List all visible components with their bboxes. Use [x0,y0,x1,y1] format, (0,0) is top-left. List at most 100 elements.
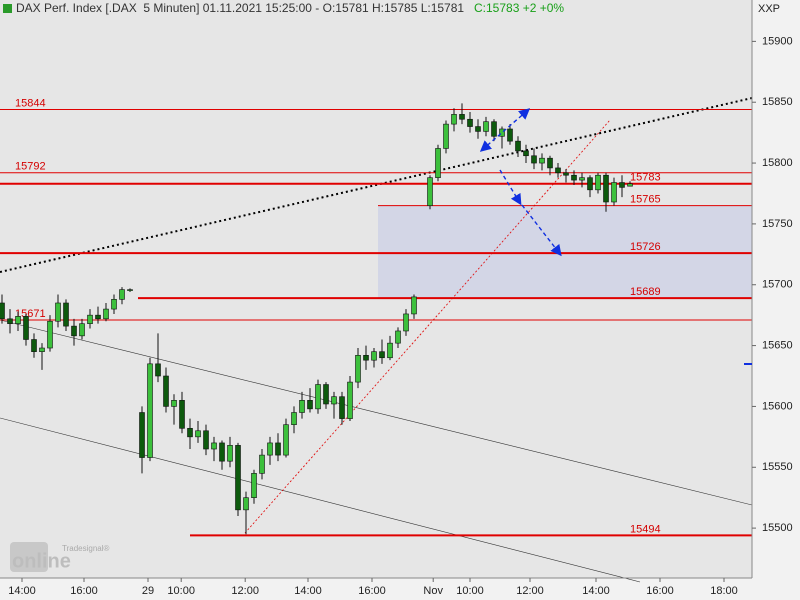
x-tick-label: 14:00 [294,585,322,597]
x-tick-label: 12:00 [231,585,259,597]
candle-body [87,314,93,324]
candle-body [95,314,101,320]
candle-body [147,363,153,458]
x-tick-label: 16:00 [646,585,674,597]
candle-body [499,128,505,137]
candle-body [339,396,345,419]
candle-body [47,320,53,349]
y-tick-label: 15500 [762,522,793,534]
candle-body [7,318,13,324]
candle-body [15,316,21,324]
y-tick-label: 15650 [762,339,793,351]
candle-body [39,347,45,352]
trend-line [0,97,753,273]
candle-body [595,174,601,191]
x-tick-label: 16:00 [70,585,98,597]
level-label: 15783 [630,172,661,184]
candle-body [491,121,497,137]
candle-body [139,412,145,458]
channel-line [0,417,641,583]
candle-body [23,316,29,340]
arrow [479,108,531,152]
candle-body [475,126,481,132]
candle-body [0,302,5,320]
level-label: 15671 [15,308,46,320]
candle-body [555,167,561,174]
candle-body [55,302,61,322]
candle-body [71,325,77,337]
candle-body [387,342,393,359]
candle-body [531,155,537,164]
candle-body [587,177,593,191]
candle-body [611,182,617,203]
y-tick-label: 15850 [762,96,793,108]
candle-body [127,289,133,291]
candle-body [619,182,625,188]
y-tick-label: 15600 [762,400,793,412]
candle-body [459,114,465,120]
candle-body [627,183,633,187]
x-tick-label: 10:00 [456,585,484,597]
candle-body [243,497,249,511]
candle-body [79,323,85,337]
candle-body [227,445,233,462]
level-label: 15844 [15,97,46,109]
candle-body [579,177,585,181]
candle-body [291,412,297,425]
candle-body [163,375,169,407]
candle-body [443,123,449,149]
candle-body [483,121,489,132]
candle-body [515,140,521,152]
x-tick-label: 14:00 [582,585,610,597]
candle-body [347,381,353,419]
candle-body [331,396,337,405]
level-label: 15689 [630,286,661,298]
candle-body [195,430,201,438]
candle-body [363,355,369,361]
candle-body [235,445,241,511]
x-tick-label: 16:00 [358,585,386,597]
y-tick-label: 15550 [762,461,793,473]
candle-body [523,150,529,157]
candle-body [451,114,457,125]
candle-body [203,430,209,450]
candle-body [283,424,289,456]
candle-body [427,177,433,206]
x-tick-label: 10:00 [167,585,195,597]
candle-body [103,308,109,320]
candle-body [299,400,305,413]
candle-body [171,400,177,407]
candle-body [379,351,385,359]
corner-label: XXP [758,3,780,15]
candle-body [435,148,441,178]
level-label: 15726 [630,241,661,253]
candle-body [371,351,377,361]
logo-box [10,542,48,572]
y-tick-label: 15800 [762,157,793,169]
zone [378,205,752,299]
level-label: 15494 [630,523,661,535]
candle-body [563,172,569,176]
candle-body [111,299,117,310]
status-icon [3,4,12,13]
candle-body [275,442,281,456]
axis-background [752,0,800,600]
candle-body [315,384,321,410]
header-change: C:15783 +2 +0% [474,1,564,15]
candle-body [403,313,409,332]
x-tick-label: 29 [142,585,154,597]
candle-body [571,174,577,181]
logo-small: Tradesignal® [62,544,110,553]
y-tick-label: 15700 [762,279,793,291]
candle-body [547,157,553,169]
channel-line [0,319,753,506]
x-tick-label: 14:00 [8,585,36,597]
level-label: 15765 [630,194,661,206]
candle-body [187,428,193,438]
level-label: 15792 [15,161,46,173]
y-tick-label: 15750 [762,218,793,230]
x-tick-label: 18:00 [710,585,738,597]
header-title: DAX Perf. Index [.DAX 5 Minuten] 01.11.2… [16,1,464,15]
candle-body [307,400,313,410]
